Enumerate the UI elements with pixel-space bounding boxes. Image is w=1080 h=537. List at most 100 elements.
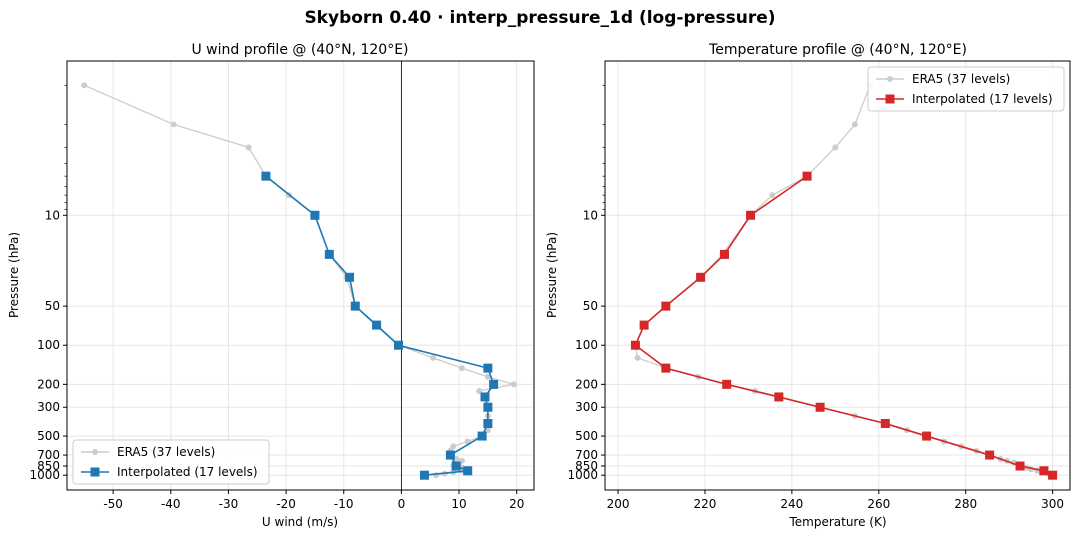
temperature-y-axis-label: Pressure (hPa) (545, 232, 559, 318)
u-wind-grid (67, 61, 534, 490)
temperature-ticks: 200 220 240 260 280 300 10 50 100 200 300 500 700850… (567, 84, 1064, 511)
u-wind-y-axis-label: Pressure (hPa) (7, 232, 21, 318)
temperature-x-tick-label: 220 (694, 497, 717, 511)
temperature-x-tick-label: 300 (1041, 497, 1064, 511)
temperature-interpolated-line (634, 175, 1053, 476)
u-wind-interpolated-point (261, 171, 271, 181)
temperature-era5-point (851, 121, 858, 128)
u-wind-legend-box (72, 439, 270, 485)
temperature-interpolated-point (815, 402, 825, 412)
u-wind-y-tick-label: 700 (37, 448, 60, 462)
u-wind-y-tick-label: 300 (37, 400, 60, 414)
temperature-interpolated-point (774, 392, 784, 402)
temperature-y-tick-label: 100 (575, 338, 598, 352)
u-wind-interpolated-point (372, 320, 382, 330)
u-wind-era5-point (458, 365, 465, 372)
temperature-era5-point (832, 144, 839, 151)
u-wind-era5-point (170, 121, 177, 128)
u-wind-legend-interpolated-label: Interpolated (17 levels) (117, 465, 258, 479)
temperature-legend-interpolated-label: Interpolated (17 levels) (912, 92, 1053, 106)
temperature-x-axis-label: Temperature (K) (788, 515, 886, 529)
temperature-legend-interpolated-marker (885, 94, 895, 104)
u-wind-y-tick-label: 500 (37, 429, 60, 443)
temperature-x-tick-label: 260 (867, 497, 890, 511)
u-wind-y-tick-label: 50 (45, 299, 60, 313)
u-wind-x-tick-label: 0 (398, 497, 406, 511)
u-wind-interpolated-point (480, 392, 490, 402)
u-wind-axes-frame (66, 60, 535, 491)
u-wind-y-tick-label: 10 (45, 208, 60, 222)
u-wind-x-tick-label: -50 (103, 497, 123, 511)
temperature-legend-box (867, 66, 1065, 112)
temperature-panel: Temperature profile @ (40°N, 120°E) Temp… (545, 42, 1071, 529)
temperature-legend-era5-label: ERA5 (37 levels) (912, 72, 1010, 86)
u-wind-legend-interpolated-marker (90, 467, 100, 477)
u-wind-interpolated-point (350, 301, 360, 311)
temperature-interpolated-point (720, 249, 730, 259)
temperature-interpolated-point (922, 431, 932, 441)
temperature-interpolated-point (1015, 461, 1025, 471)
temperature-y-tick-label: 10 (583, 208, 598, 222)
u-wind-legend-era5-marker (92, 449, 98, 455)
u-wind-interpolated-point (445, 450, 455, 460)
u-wind-era5-line (84, 84, 515, 476)
temperature-grid (605, 61, 1070, 490)
u-wind-era5-point (510, 381, 517, 388)
u-wind-interpolated-point (451, 461, 461, 471)
temperature-era5-point (769, 192, 776, 199)
u-wind-interpolated-point (483, 402, 493, 412)
temperature-y-tick-label: 700 (575, 448, 598, 462)
u-wind-y-tick-label: 850 (37, 459, 60, 473)
temperature-interpolated-point (661, 363, 671, 373)
temperature-interpolated-point (722, 379, 732, 389)
u-wind-era5-point (430, 354, 437, 361)
u-wind-x-tick-label: -40 (161, 497, 181, 511)
temperature-interpolated-point (630, 340, 640, 350)
temperature-y-tick-label: 500 (575, 429, 598, 443)
temperature-era5-point (634, 354, 641, 361)
temperature-legend: ERA5 (37 levels) Interpolated (17 levels) (867, 66, 1065, 112)
u-wind-interpolated-point (419, 470, 429, 480)
temperature-y-tick-label: 50 (583, 299, 598, 313)
u-wind-x-axis-label: U wind (m/s) (262, 515, 338, 529)
temperature-y-tick-label: 850 (575, 459, 598, 473)
temperature-interpolated-point (1048, 470, 1058, 480)
temperature-interpolated-point (696, 272, 706, 282)
u-wind-interpolated-point (489, 379, 499, 389)
u-wind-era5-point (245, 144, 252, 151)
temperature-interpolated-point (639, 320, 649, 330)
figure-title: Skyborn 0.40 · interp_pressure_1d (log-p… (304, 8, 775, 28)
u-wind-legend: ERA5 (37 levels) Interpolated (17 levels) (72, 439, 270, 485)
u-wind-interpolated-point (483, 418, 493, 428)
temperature-x-tick-label: 200 (607, 497, 630, 511)
u-wind-interpolated-point (310, 210, 320, 220)
u-wind-interpolated-point (477, 431, 487, 441)
temperature-axes-frame (604, 60, 1071, 491)
temperature-plot-area (630, 82, 1058, 480)
temperature-legend-era5-marker (887, 76, 893, 82)
u-wind-interpolated-point (463, 466, 473, 476)
temperature-x-tick-label: 280 (954, 497, 977, 511)
u-wind-ticks: -50 -40 -30 -20 -10 0 10 20 10 50 100 200 300 500 7008… (29, 84, 524, 511)
u-wind-y-tick-label: 1000 (29, 468, 60, 482)
u-wind-panel-title: U wind profile @ (40°N, 120°E) (191, 42, 408, 58)
u-wind-era5-point (484, 373, 491, 380)
u-wind-interpolated-point (483, 363, 493, 373)
temperature-panel-title: Temperature profile @ (40°N, 120°E) (708, 42, 967, 58)
u-wind-legend-era5-label: ERA5 (37 levels) (117, 445, 215, 459)
u-wind-interpolated-point (324, 249, 334, 259)
u-wind-y-tick-label: 200 (37, 377, 60, 391)
u-wind-era5-point (81, 82, 88, 89)
u-wind-x-tick-label: -10 (334, 497, 354, 511)
temperature-interpolated-point (985, 450, 995, 460)
u-wind-x-tick-label: -30 (219, 497, 239, 511)
u-wind-interpolated-point (394, 340, 404, 350)
u-wind-x-tick-label: 20 (509, 497, 524, 511)
u-wind-y-tick-label: 100 (37, 338, 60, 352)
temperature-y-tick-label: 300 (575, 400, 598, 414)
u-wind-era5-point (450, 443, 457, 450)
u-wind-x-tick-label: -20 (276, 497, 296, 511)
temperature-interpolated-point (802, 171, 812, 181)
u-wind-interpolated-point (345, 272, 355, 282)
